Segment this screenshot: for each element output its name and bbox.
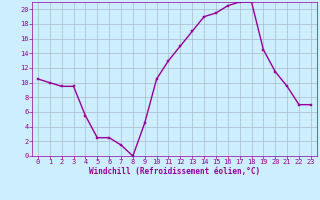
X-axis label: Windchill (Refroidissement éolien,°C): Windchill (Refroidissement éolien,°C) [89, 167, 260, 176]
